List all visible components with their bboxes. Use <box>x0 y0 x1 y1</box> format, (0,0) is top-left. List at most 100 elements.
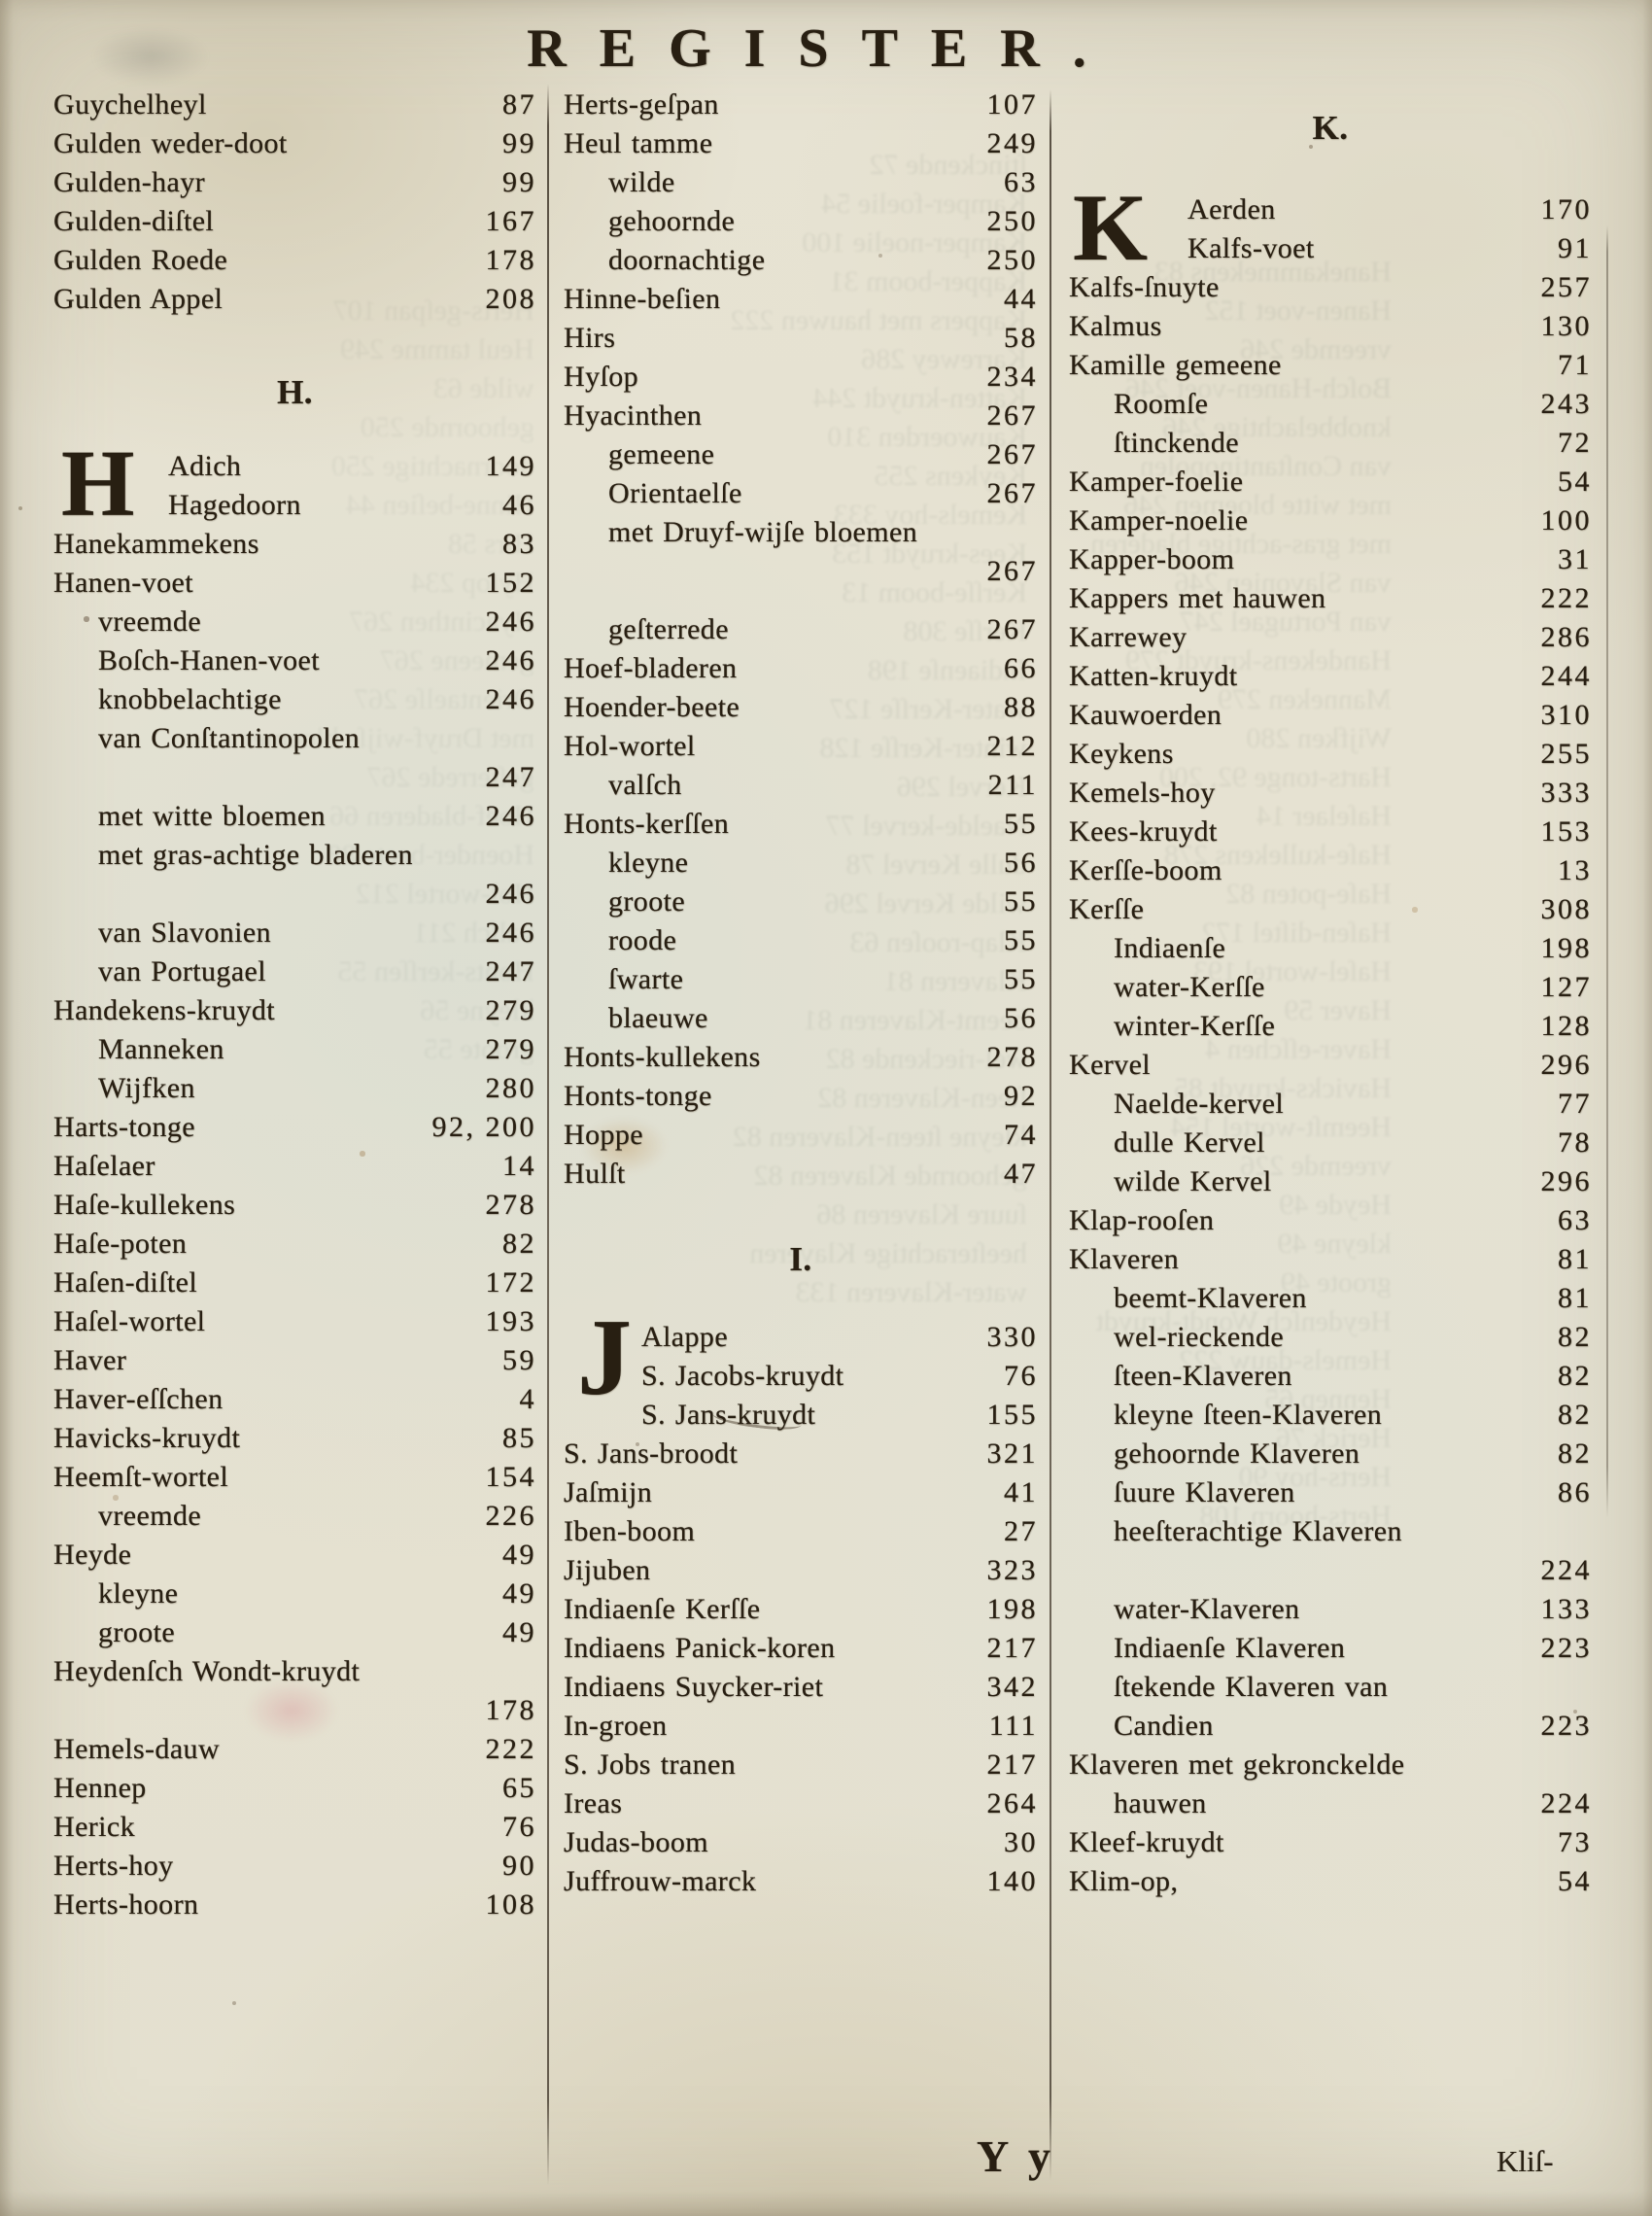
entry-page-number: 46 <box>502 489 536 521</box>
entry-page-number: 4 <box>519 1383 536 1415</box>
entry-label: gemeene <box>608 438 715 470</box>
entry-label: vreemde <box>98 606 202 638</box>
entry-page-number: 249 <box>986 127 1038 159</box>
index-entry: Hanen-voet 152 <box>53 564 536 603</box>
entry-page-number: 82 <box>502 1228 536 1260</box>
index-entry: Gulden weder-doot 99 <box>53 124 536 163</box>
index-entry: S. Jans-kruydt 155 <box>641 1396 1038 1435</box>
index-entry: Heul tamme 249 <box>564 124 1038 163</box>
index-entry: Harts-tonge 92, 200 <box>53 1108 536 1147</box>
entry-page-number: 212 <box>986 730 1038 762</box>
index-entry: Gulden-diſtel 167 <box>53 202 536 241</box>
entry-label: gehoornde <box>608 205 736 237</box>
entry-label: Kees-kruydt <box>1069 815 1218 848</box>
entry-page-number: 82 <box>1558 1437 1592 1470</box>
entry-label: Kamper-noelie <box>1069 504 1249 537</box>
entry-label: van Conſtantinopolen <box>98 722 361 754</box>
index-entry: Haſen-diſtel 172 <box>53 1264 536 1302</box>
index-entry: 267 <box>564 552 1038 591</box>
index-entry: valſch 211 <box>564 766 1038 805</box>
index-entry: Haſe-kullekens 278 <box>53 1186 536 1225</box>
index-entry: kleyne ſteen-Klaveren 82 <box>1069 1396 1592 1435</box>
entry-page-number: 267 <box>986 399 1038 432</box>
entry-label: Honts-tonge <box>564 1080 712 1112</box>
index-entry: Manneken 279 <box>53 1030 536 1069</box>
page-title: REGISTER. <box>527 18 1119 79</box>
entry-page-number: 342 <box>986 1671 1038 1703</box>
index-entry: Heemſt-wortel 154 <box>53 1458 536 1497</box>
entry-label: Hennep <box>53 1772 147 1804</box>
column-divider-rule <box>547 84 549 2185</box>
dropcap-entries: Aerden 170 Kalfs-voet 91 <box>1187 190 1592 268</box>
entry-page-number: 333 <box>1540 777 1592 809</box>
entry-label: S. Jans-kruydt <box>641 1399 816 1431</box>
entry-page-number: 85 <box>502 1422 536 1454</box>
entry-label: Boſch-Hanen-voet <box>98 644 320 676</box>
entry-label: Jijuben <box>564 1554 651 1586</box>
entry-label: Hagedoorn <box>168 489 301 521</box>
entry-label: Honts-kullekens <box>564 1041 761 1073</box>
margin-rule <box>1606 225 1608 1518</box>
entry-page-number: 223 <box>1540 1632 1592 1664</box>
entry-label: In-groen <box>564 1710 668 1742</box>
entry-page-number: 267 <box>986 555 1038 587</box>
spacer <box>1069 86 1592 109</box>
entry-page-number: 224 <box>1540 1787 1592 1819</box>
entry-page-number: 178 <box>485 244 536 276</box>
index-entry: kleyne 56 <box>564 844 1038 883</box>
entry-label: groote <box>608 885 686 918</box>
index-entry: Haver 59 <box>53 1341 536 1380</box>
entry-page-number: 49 <box>502 1577 536 1610</box>
entry-label: Heyde <box>53 1539 132 1571</box>
entry-label: geſterrede <box>608 613 729 645</box>
entry-page-number: 81 <box>1558 1243 1592 1275</box>
index-entry: groote 49 <box>53 1613 536 1652</box>
entry-label: Haſelaer <box>53 1150 155 1182</box>
entry-page-number: 217 <box>986 1749 1038 1781</box>
entry-label: Kleef-kruydt <box>1069 1826 1224 1858</box>
entry-page-number: 255 <box>1540 738 1592 770</box>
entry-page-number: 55 <box>1004 963 1038 995</box>
index-entry: Kees-kruydt 153 <box>1069 813 1592 851</box>
index-entry: Haſelaer 14 <box>53 1147 536 1186</box>
entry-label: Klaveren met gekronckelde <box>1069 1749 1405 1781</box>
entry-page-number: 55 <box>1004 808 1038 840</box>
entry-page-number: 222 <box>485 1733 536 1765</box>
entry-label: Handekens-kruydt <box>53 994 276 1026</box>
entry-page-number: 111 <box>988 1710 1038 1742</box>
entry-page-number: 31 <box>1558 543 1592 575</box>
entry-label: Indiaenſe <box>1114 932 1226 964</box>
entry-label: ſtekende Klaveren van <box>1114 1671 1389 1703</box>
index-entry: Kalfs-ſnuyte 257 <box>1069 268 1592 307</box>
index-entry: Adich 149 <box>168 447 536 486</box>
index-entry: 224 <box>1069 1551 1592 1590</box>
dropcap-letter: K <box>1073 175 1149 281</box>
entry-label: water-Klaveren <box>1114 1593 1300 1625</box>
entry-page-number: 54 <box>1558 1865 1592 1897</box>
entry-label: Herts-hoorn <box>53 1888 199 1921</box>
index-entry: Kamille gemeene 71 <box>1069 346 1592 385</box>
index-entry: Ireas 264 <box>564 1784 1038 1823</box>
section-letter-header: I. <box>564 1240 1038 1279</box>
entry-label: kleyne <box>608 847 689 879</box>
entry-label: Ireas <box>564 1787 623 1819</box>
entry-page-number: 49 <box>502 1539 536 1571</box>
index-entry: Karrewey 286 <box>1069 618 1592 657</box>
entry-page-number: 27 <box>1004 1515 1038 1547</box>
entry-label: Alappe <box>641 1321 729 1353</box>
entry-label: Haver <box>53 1344 127 1376</box>
index-entry: 247 <box>53 758 536 797</box>
entry-page-number: 310 <box>1540 699 1592 731</box>
index-entry: Gulden Roede 178 <box>53 241 536 280</box>
entry-page-number: 250 <box>986 244 1038 276</box>
entry-label: Karrewey <box>1069 621 1187 653</box>
entry-label: Hyſop <box>564 361 638 393</box>
entry-page-number: 65 <box>502 1772 536 1804</box>
entry-label: wilde <box>608 166 675 198</box>
dropcap-entries: Adich 149 Hagedoorn 46 <box>168 447 536 525</box>
entry-page-number: 55 <box>1004 885 1038 918</box>
entry-page-number: 86 <box>1558 1476 1592 1508</box>
index-entry: Herts-geſpan 107 <box>564 86 1038 124</box>
entry-page-number: 59 <box>502 1344 536 1376</box>
entry-page-number: 267 <box>986 477 1038 509</box>
